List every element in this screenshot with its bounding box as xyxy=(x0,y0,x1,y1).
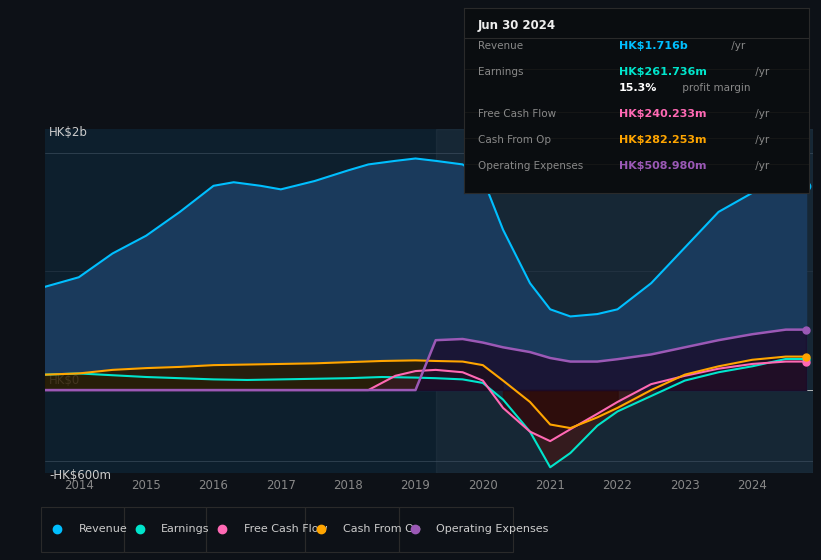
Text: Earnings: Earnings xyxy=(161,524,209,534)
Bar xyxy=(436,129,813,473)
Text: Operating Expenses: Operating Expenses xyxy=(436,524,548,534)
Text: /yr: /yr xyxy=(752,67,769,77)
Bar xyxy=(207,507,305,552)
Text: 15.3%: 15.3% xyxy=(619,83,658,94)
Text: Revenue: Revenue xyxy=(79,524,127,534)
Text: HK$282.253m: HK$282.253m xyxy=(619,135,707,145)
Text: HK$0: HK$0 xyxy=(49,374,80,386)
Text: /yr: /yr xyxy=(752,109,769,119)
Text: Revenue: Revenue xyxy=(478,41,523,51)
Bar xyxy=(399,507,513,552)
Text: HK$508.980m: HK$508.980m xyxy=(619,161,707,171)
Text: /yr: /yr xyxy=(727,41,745,51)
Text: /yr: /yr xyxy=(752,161,769,171)
Text: HK$2b: HK$2b xyxy=(49,126,88,139)
Text: Cash From Op: Cash From Op xyxy=(342,524,420,534)
Text: Earnings: Earnings xyxy=(478,67,523,77)
Text: profit margin: profit margin xyxy=(680,83,751,94)
Text: Free Cash Flow: Free Cash Flow xyxy=(478,109,556,119)
Text: Cash From Op: Cash From Op xyxy=(478,135,551,145)
Text: HK$1.716b: HK$1.716b xyxy=(619,41,688,51)
Text: -HK$600m: -HK$600m xyxy=(49,469,111,482)
Bar xyxy=(124,507,207,552)
Text: HK$240.233m: HK$240.233m xyxy=(619,109,707,119)
Bar xyxy=(41,507,124,552)
Text: HK$261.736m: HK$261.736m xyxy=(619,67,707,77)
Text: Jun 30 2024: Jun 30 2024 xyxy=(478,20,556,32)
Text: /yr: /yr xyxy=(752,135,769,145)
Text: Free Cash Flow: Free Cash Flow xyxy=(244,524,328,534)
Text: Operating Expenses: Operating Expenses xyxy=(478,161,583,171)
Bar xyxy=(305,507,399,552)
